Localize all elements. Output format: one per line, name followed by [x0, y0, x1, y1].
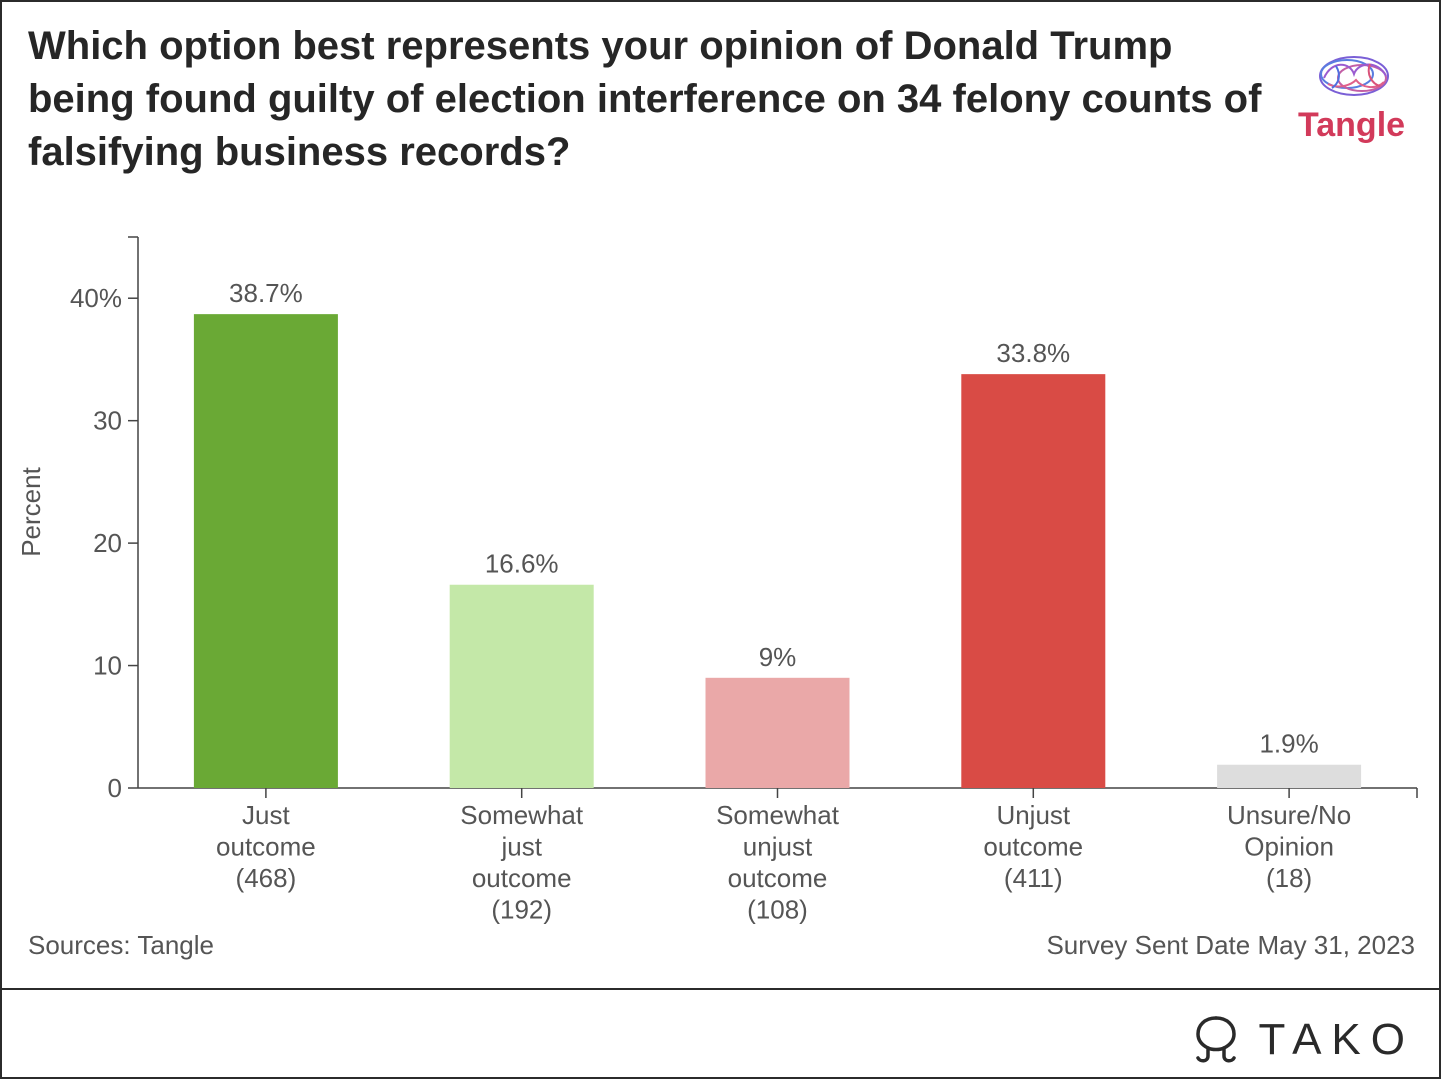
brain-icon: [1319, 56, 1389, 96]
chart-card: Which option best represents your opinio…: [2, 2, 1439, 988]
x-category-label-line: (468): [236, 863, 297, 893]
x-category-label-line: (108): [747, 895, 808, 925]
x-category-label: Just outcome (468): [216, 800, 316, 893]
x-category-label-line: (411): [1004, 863, 1063, 893]
x-category-label-line: Somewhat: [716, 800, 840, 830]
source-note: Sources: Tangle: [28, 930, 214, 960]
bar-value-label: 33.8%: [996, 338, 1070, 368]
y-tick-label: 40%: [70, 283, 122, 313]
x-category-label: Somewhat just outcome (192): [460, 800, 584, 925]
bar: [1217, 764, 1362, 788]
bar: [705, 677, 850, 788]
x-category-label-line: (192): [491, 895, 552, 925]
y-tick-label: 10: [93, 651, 122, 681]
brand-name: Tangle: [1298, 106, 1406, 144]
tako-watermark: TAKO: [1188, 1012, 1415, 1068]
x-category-label: Somewhat unjust outcome (108): [716, 800, 840, 925]
bar-value-label: 1.9%: [1259, 729, 1318, 759]
y-tick-label: 20: [93, 528, 122, 558]
y-tick-label: 0: [108, 773, 122, 803]
bar: [961, 374, 1106, 788]
tako-wordmark: TAKO: [1258, 1015, 1415, 1064]
x-category-label-line: unjust: [743, 832, 813, 862]
bar-value-label: 16.6%: [485, 549, 559, 579]
y-axis-label: Percent: [16, 466, 46, 556]
survey-date-note: Survey Sent Date May 31, 2023: [1046, 930, 1415, 960]
y-tick-label: 30: [93, 406, 122, 436]
x-category-label: Unjust outcome (411): [983, 800, 1083, 893]
footer-divider: [2, 988, 1439, 990]
x-category-label-line: outcome: [216, 832, 316, 862]
x-category-label-line: outcome: [983, 832, 1083, 862]
x-category-label-line: Just: [242, 800, 290, 830]
x-category-label: Unsure/No Opinion (18): [1227, 800, 1351, 893]
x-category-label-line: (18): [1266, 863, 1312, 893]
x-category-label-line: outcome: [472, 863, 572, 893]
x-category-label-line: Unsure/No: [1227, 800, 1351, 830]
x-category-label-line: outcome: [728, 863, 828, 893]
bar: [193, 314, 338, 788]
tako-octopus-icon: [1196, 1016, 1237, 1063]
x-category-label-line: just: [500, 832, 542, 862]
bar-value-label: 9%: [759, 642, 797, 672]
x-category-label-line: Opinion: [1244, 832, 1334, 862]
bar-value-label: 38.7%: [229, 278, 303, 308]
chart-title: Which option best represents your opinio…: [28, 24, 1262, 174]
x-category-label-line: Unjust: [996, 800, 1070, 830]
bar: [449, 584, 594, 788]
x-category-label-line: Somewhat: [460, 800, 584, 830]
